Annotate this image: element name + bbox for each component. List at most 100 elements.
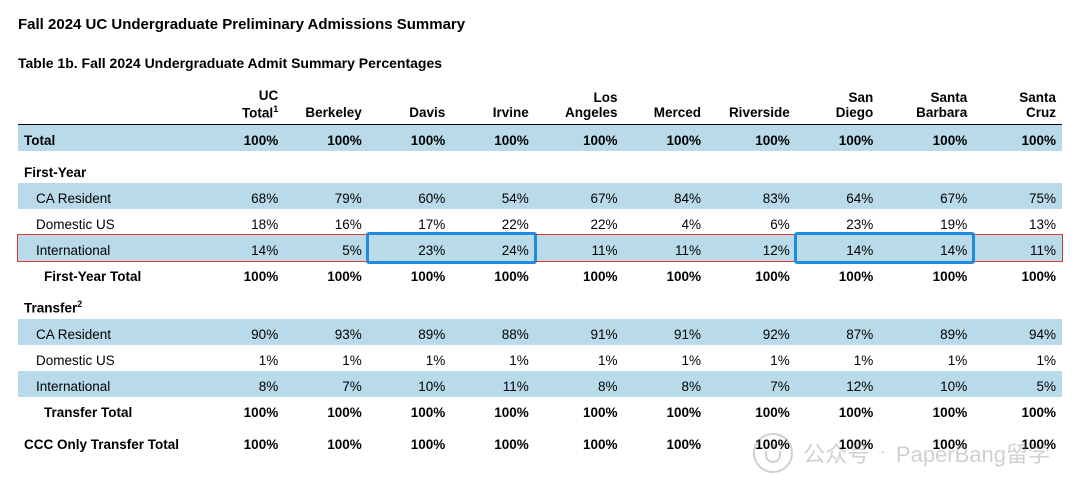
admissions-table: UCTotal1BerkeleyDavisIrvineLosAngelesMer… xyxy=(18,85,1062,455)
page-title: Fall 2024 UC Undergraduate Preliminary A… xyxy=(18,16,1062,33)
cell: 67% xyxy=(879,183,973,209)
cell: 1% xyxy=(284,345,368,371)
cell: 91% xyxy=(623,319,707,345)
cell xyxy=(623,293,707,319)
cell: 1% xyxy=(973,345,1062,371)
column-header: UCTotal1 xyxy=(190,85,284,124)
row-label: International xyxy=(18,371,190,397)
table-title: Table 1b. Fall 2024 Undergraduate Admit … xyxy=(18,55,1062,71)
row-label: First-Year xyxy=(18,157,190,183)
cell: 1% xyxy=(190,345,284,371)
cell: 8% xyxy=(190,371,284,397)
cell: 16% xyxy=(284,209,368,235)
cell xyxy=(368,293,452,319)
cell: 100% xyxy=(623,397,707,423)
cell: 10% xyxy=(879,371,973,397)
cell: 17% xyxy=(368,209,452,235)
cell: 87% xyxy=(796,319,880,345)
cell: 11% xyxy=(623,235,707,261)
cell: 90% xyxy=(190,319,284,345)
cell: 100% xyxy=(368,429,452,455)
cell: 100% xyxy=(879,397,973,423)
cell: 100% xyxy=(623,261,707,287)
cell: 23% xyxy=(368,235,452,261)
cell: 100% xyxy=(973,261,1062,287)
cell: 100% xyxy=(284,429,368,455)
row-label: CCC Only Transfer Total xyxy=(18,429,190,455)
cell xyxy=(190,293,284,319)
cell xyxy=(973,157,1062,183)
column-header: Riverside xyxy=(707,85,796,124)
column-header: Merced xyxy=(623,85,707,124)
page: Fall 2024 UC Undergraduate Preliminary A… xyxy=(0,0,1080,479)
cell: 100% xyxy=(796,261,880,287)
cell: 5% xyxy=(973,371,1062,397)
row-label: First-Year Total xyxy=(18,261,190,287)
cell: 100% xyxy=(623,429,707,455)
cell: 100% xyxy=(707,124,796,151)
cell xyxy=(535,293,624,319)
row-label: Transfer2 xyxy=(18,293,190,319)
cell: 100% xyxy=(879,124,973,151)
cell: 92% xyxy=(707,319,796,345)
cell: 68% xyxy=(190,183,284,209)
cell: 93% xyxy=(284,319,368,345)
cell: 100% xyxy=(535,124,624,151)
cell: 23% xyxy=(796,209,880,235)
cell: 100% xyxy=(535,429,624,455)
row-label: CA Resident xyxy=(18,183,190,209)
cell: 13% xyxy=(973,209,1062,235)
cell: 100% xyxy=(707,429,796,455)
cell xyxy=(284,157,368,183)
cell: 8% xyxy=(623,371,707,397)
column-header: Berkeley xyxy=(284,85,368,124)
cell: 5% xyxy=(284,235,368,261)
cell: 60% xyxy=(368,183,452,209)
cell xyxy=(796,293,880,319)
cell: 1% xyxy=(623,345,707,371)
row-label: Domestic US xyxy=(18,345,190,371)
cell: 100% xyxy=(535,261,624,287)
cell: 4% xyxy=(623,209,707,235)
cell xyxy=(796,157,880,183)
cell: 14% xyxy=(879,235,973,261)
cell: 100% xyxy=(973,397,1062,423)
cell: 7% xyxy=(707,371,796,397)
cell: 100% xyxy=(284,397,368,423)
cell: 83% xyxy=(707,183,796,209)
column-header-rowlabel xyxy=(18,85,190,124)
cell: 100% xyxy=(190,429,284,455)
cell: 100% xyxy=(796,397,880,423)
cell: 100% xyxy=(190,261,284,287)
cell: 100% xyxy=(879,261,973,287)
cell: 91% xyxy=(535,319,624,345)
cell: 64% xyxy=(796,183,880,209)
cell: 100% xyxy=(451,124,535,151)
cell: 100% xyxy=(451,261,535,287)
column-header: Davis xyxy=(368,85,452,124)
cell: 11% xyxy=(973,235,1062,261)
cell: 1% xyxy=(879,345,973,371)
cell: 1% xyxy=(796,345,880,371)
cell: 100% xyxy=(284,261,368,287)
cell: 100% xyxy=(190,124,284,151)
cell: 11% xyxy=(451,371,535,397)
row-label: Domestic US xyxy=(18,209,190,235)
cell: 12% xyxy=(707,235,796,261)
column-header: SanDiego xyxy=(796,85,880,124)
cell xyxy=(451,293,535,319)
cell: 7% xyxy=(284,371,368,397)
cell: 54% xyxy=(451,183,535,209)
cell xyxy=(190,157,284,183)
column-header: SantaCruz xyxy=(973,85,1062,124)
cell: 100% xyxy=(368,124,452,151)
cell: 1% xyxy=(535,345,624,371)
cell: 100% xyxy=(973,429,1062,455)
cell: 100% xyxy=(707,397,796,423)
row-label: CA Resident xyxy=(18,319,190,345)
cell: 14% xyxy=(190,235,284,261)
cell xyxy=(973,293,1062,319)
cell: 89% xyxy=(368,319,452,345)
cell: 100% xyxy=(368,261,452,287)
cell: 84% xyxy=(623,183,707,209)
